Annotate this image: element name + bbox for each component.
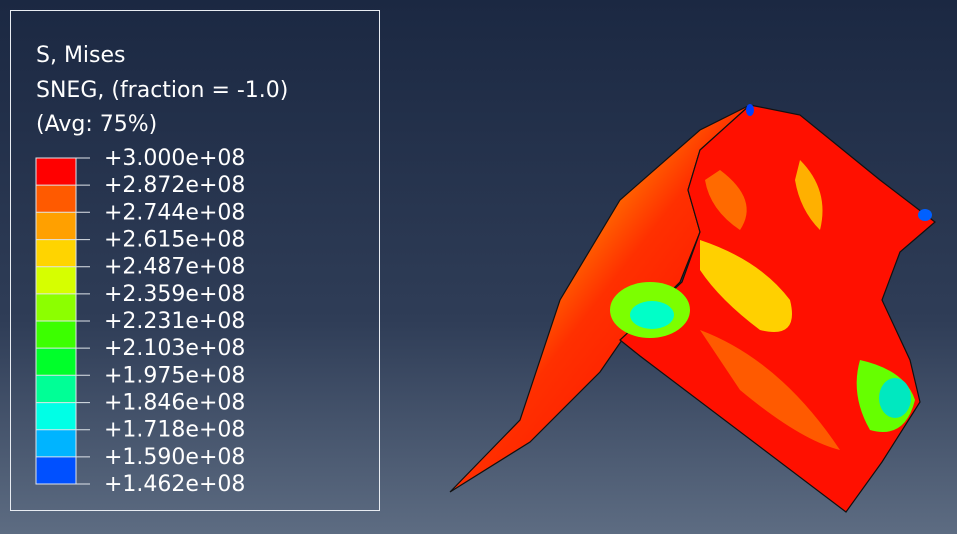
legend-swatch xyxy=(36,375,76,403)
legend-box xyxy=(10,10,380,511)
legend-swatch xyxy=(36,321,76,349)
contour xyxy=(630,301,674,329)
legend-swatch xyxy=(36,158,76,186)
legend-swatch xyxy=(36,212,76,240)
contour xyxy=(795,160,823,230)
legend-title: (Avg: 75%) xyxy=(36,112,157,137)
legend-label: +2.231e+08 xyxy=(104,309,245,334)
legend-label: +1.590e+08 xyxy=(104,445,245,470)
legend-label: +1.718e+08 xyxy=(104,418,245,443)
legend-label: +1.975e+08 xyxy=(104,363,245,388)
legend-swatch xyxy=(36,402,76,430)
legend-swatch xyxy=(36,266,76,294)
legend-label: +3.000e+08 xyxy=(104,146,245,171)
legend-label: +1.846e+08 xyxy=(104,391,245,416)
contour xyxy=(700,240,792,332)
contour xyxy=(705,170,747,230)
legend-swatch xyxy=(36,239,76,267)
model xyxy=(449,104,936,513)
contour xyxy=(879,378,911,418)
legend-label: +2.103e+08 xyxy=(104,336,245,361)
contour xyxy=(918,209,932,221)
legend-label: +2.615e+08 xyxy=(104,228,245,253)
legend-swatch xyxy=(36,185,76,213)
contour xyxy=(746,104,754,116)
legend-label: +1.462e+08 xyxy=(104,472,245,497)
legend-title: SNEG, (fraction = -1.0) xyxy=(36,78,288,103)
legend-swatch xyxy=(36,456,76,484)
legend-label: +2.487e+08 xyxy=(104,255,245,280)
legend-swatch xyxy=(36,348,76,376)
legend-label: +2.744e+08 xyxy=(104,200,245,225)
legend-title: S, Mises xyxy=(36,43,126,68)
contour xyxy=(700,330,840,450)
legend-swatch xyxy=(36,293,76,321)
legend-label: +2.872e+08 xyxy=(104,173,245,198)
legend-label: +2.359e+08 xyxy=(104,282,245,307)
legend-swatch xyxy=(36,429,76,457)
